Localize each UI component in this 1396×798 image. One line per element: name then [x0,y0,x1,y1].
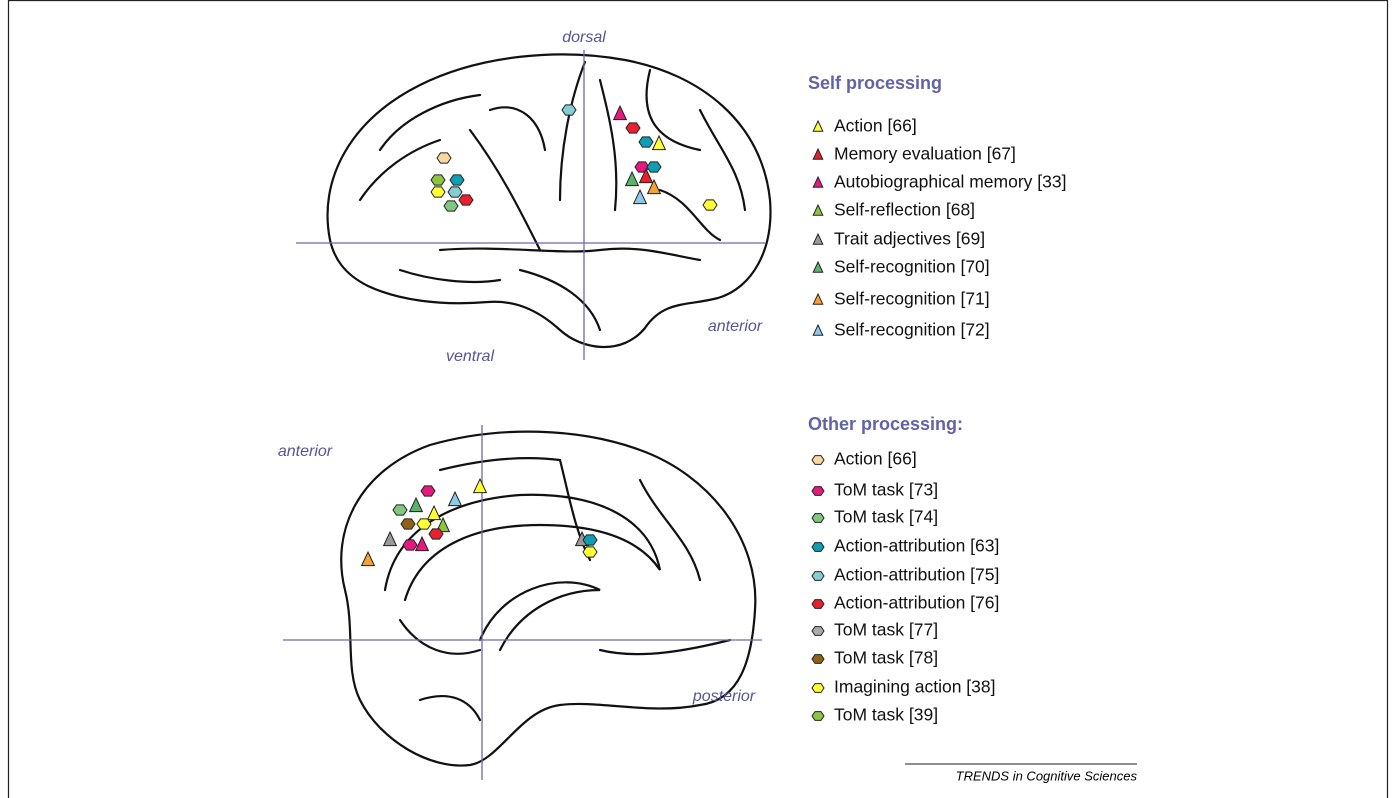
legend-item: Trait adjectives [69] [834,229,985,249]
hexagon-marker [429,529,443,539]
legend-title: Self processing [808,73,942,93]
legend-item: Self-recognition [70] [834,257,990,277]
axes [283,50,765,780]
triangle-marker [813,149,823,159]
hexagon-marker [647,162,661,172]
orientation-label: dorsal [562,29,606,46]
legend-item: Action [66] [834,116,917,136]
legend-item: Self-recognition [72] [834,320,990,340]
orientation-label: posterior [692,688,756,705]
hexagon-marker [417,519,431,529]
hexagon-marker [812,600,824,609]
legend-item: ToM task [74] [834,507,938,527]
hexagon-marker [812,684,824,693]
hexagon-marker [812,543,824,552]
hexagon-marker [812,456,824,465]
legend-item: Autobiographical memory [33] [834,172,1066,192]
triangle-marker [813,294,823,304]
medial-brain [341,432,755,766]
triangle-marker [813,177,823,187]
triangle-marker [474,479,487,493]
triangle-marker [813,262,823,272]
triangle-marker [614,106,627,120]
orientation-label: anterior [708,318,763,335]
legend-item: ToM task [73] [834,480,938,500]
frame [8,0,1388,798]
triangle-marker [428,506,441,520]
hexagon-marker [459,195,473,205]
hexagon-marker [403,540,417,550]
hexagon-marker [444,201,458,211]
hexagon-marker [583,535,597,545]
orientation-label: ventral [446,348,494,365]
figure: dorsal ventral anterior anterior posteri… [0,0,1396,798]
hexagon-marker [703,200,717,210]
triangle-marker [416,537,429,551]
hexagon-marker [450,175,464,185]
triangle-marker [813,234,823,244]
hexagon-marker [812,655,824,664]
hexagon-marker [812,487,824,496]
triangle-marker [813,121,823,131]
hexagon-marker [562,105,576,115]
hexagon-marker [421,486,435,496]
legend-item: Self-recognition [71] [834,289,990,309]
lateral-brain [328,54,771,347]
hexagon-marker [437,153,451,163]
triangle-marker [813,205,823,215]
hexagon-marker [812,627,824,636]
legend-item: Imagining action [38] [834,677,996,697]
legend-item: ToM task [39] [834,705,938,725]
triangle-marker [626,172,639,186]
hexagon-marker [639,137,653,147]
orientation-label: anterior [278,443,333,460]
hexagon-marker [812,514,824,523]
hexagon-marker [431,175,445,185]
hexagon-marker [393,505,407,515]
triangle-marker [384,532,397,546]
hexagon-marker [401,519,415,529]
triangle-marker [362,552,375,566]
triangle-marker [634,190,647,204]
hexagon-marker [448,187,462,197]
legend-item: Action-attribution [76] [834,593,999,613]
hexagon-marker [431,187,445,197]
legend-item: ToM task [77] [834,620,938,640]
hexagon-marker [812,572,824,581]
legend-item: Action-attribution [75] [834,565,999,585]
legend-title: Other processing: [808,414,963,434]
triangle-marker [813,325,823,335]
triangle-marker [410,498,423,512]
triangle-marker [449,492,462,506]
hexagon-marker [812,712,824,721]
footer: TRENDS in Cognitive Sciences [956,768,1138,783]
legend-item: Memory evaluation [67] [834,144,1016,164]
legend-item: Action-attribution [63] [834,536,999,556]
legend-item: Action [66] [834,449,917,469]
triangle-marker [653,136,666,150]
legend-item: ToM task [78] [834,648,938,668]
legend-item: Self-reflection [68] [834,200,975,220]
hexagon-marker [626,123,640,133]
hexagon-marker [583,547,597,557]
